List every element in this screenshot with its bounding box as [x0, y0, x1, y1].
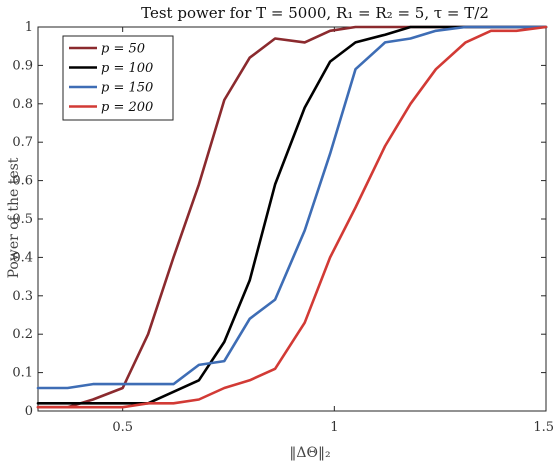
legend-label: p = 50: [101, 42, 145, 57]
series-line-4: [36, 25, 548, 409]
y-tick-label: 1: [25, 20, 33, 35]
x-tick-label: 1: [330, 420, 338, 435]
legend-label: p = 200: [101, 100, 153, 115]
chart-title: Test power for T = 5000, R₁ = R₂ = 5, τ …: [141, 4, 489, 22]
x-tick-label: 1.5: [533, 420, 554, 435]
y-tick-label: 0.4: [12, 250, 33, 265]
legend-label: p = 100: [101, 61, 153, 76]
y-tick-label: 0.6: [12, 174, 33, 189]
x-tick-label: 0.5: [112, 420, 133, 435]
y-tick-label: 0.8: [12, 97, 33, 112]
y-tick-label: 0: [25, 404, 33, 419]
y-tick-label: 0.7: [12, 135, 33, 150]
x-axis-title: ‖ΔΘ‖₂: [289, 445, 330, 461]
legend: p = 50 p = 100 p = 150 p = 200: [62, 35, 174, 121]
y-tick-label: 0.3: [12, 289, 33, 304]
y-axis-title: Power of the test: [6, 157, 22, 278]
series-lines: [36, 25, 548, 409]
y-tick-label: 0.1: [12, 366, 33, 381]
y-tick-label: 0.2: [12, 327, 33, 342]
axes: 0 0.1 0.2 0.3 0.4 0.5 0.6 0.7 0.8 0.9 1 0.5 1 1.5: [12, 20, 554, 435]
legend-label: p = 150: [101, 81, 153, 96]
y-tick-label: 0.9: [12, 58, 33, 73]
y-tick-label: 0.5: [12, 212, 33, 227]
series-line-3: [36, 25, 548, 390]
